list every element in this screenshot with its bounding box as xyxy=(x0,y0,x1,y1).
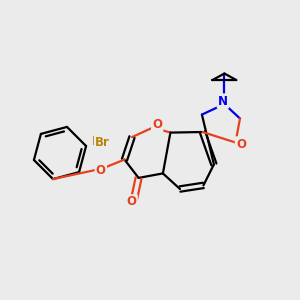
Text: N: N xyxy=(218,94,228,108)
Text: Br: Br xyxy=(92,135,106,148)
Text: Br: Br xyxy=(95,136,110,149)
Text: O: O xyxy=(127,195,137,208)
Text: O: O xyxy=(96,164,106,177)
Text: O: O xyxy=(152,118,162,131)
Text: O: O xyxy=(236,137,246,151)
